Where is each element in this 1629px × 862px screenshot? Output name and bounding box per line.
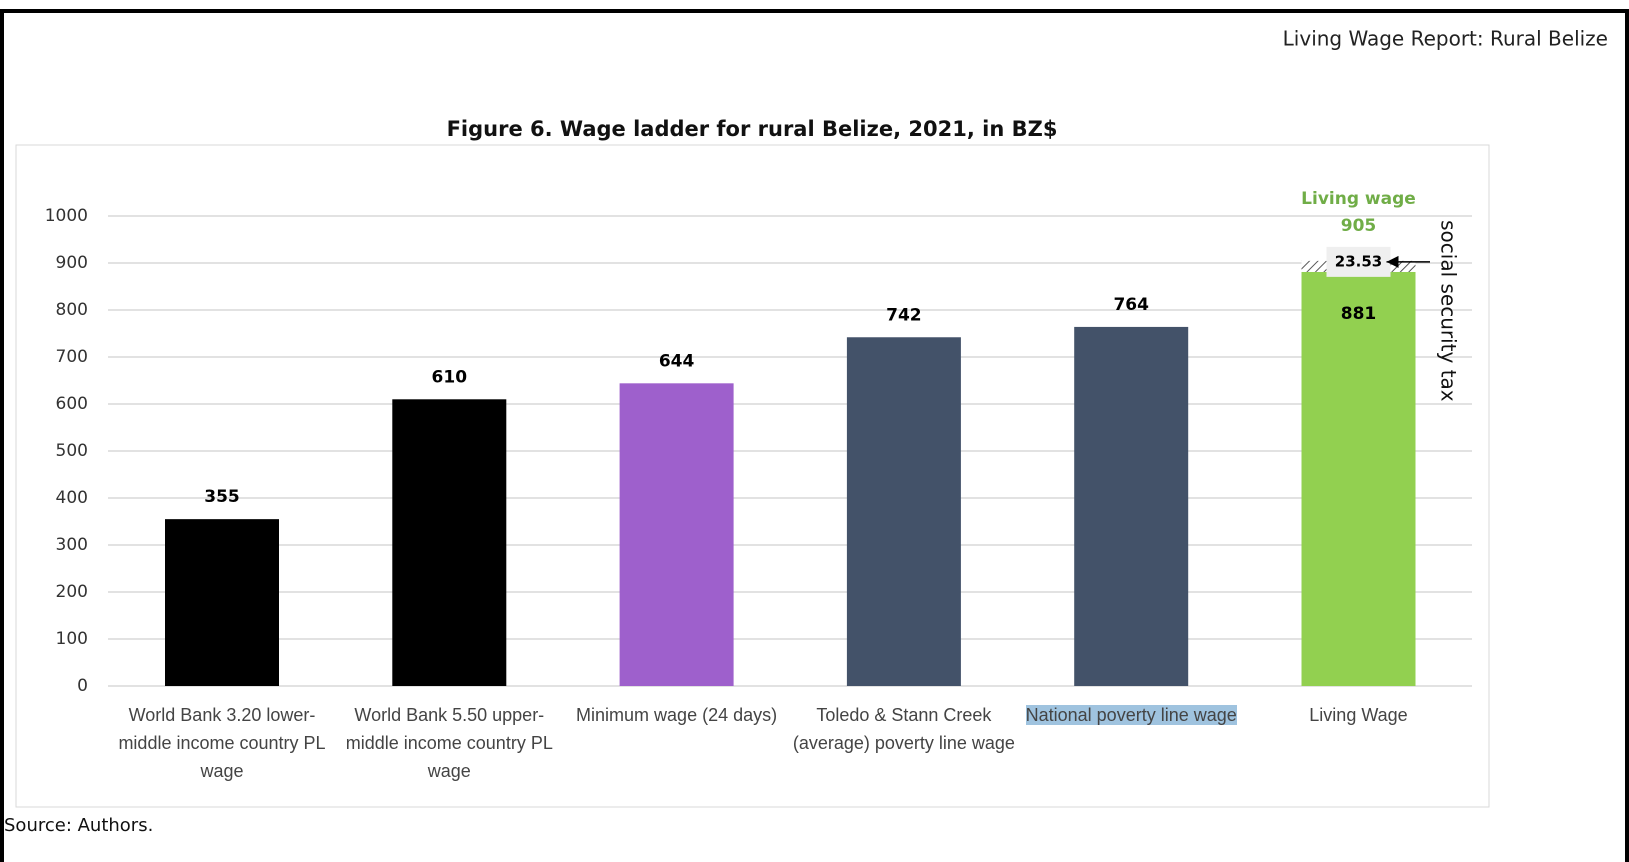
x-tick-label: World Bank 5.50 upper-middle income coun…	[345, 705, 553, 781]
segment-label: 23.53	[1335, 252, 1382, 270]
value-label: 742	[886, 305, 922, 325]
y-tick-label: 200	[56, 582, 88, 602]
bar	[1074, 326, 1189, 686]
y-tick-label: 300	[56, 535, 88, 555]
plot-frame	[15, 144, 1490, 808]
y-tick-label: 1000	[45, 206, 88, 226]
annotation-label: Living wage	[1301, 189, 1416, 209]
value-label: 610	[432, 367, 468, 387]
value-label: 355	[204, 487, 240, 507]
x-tick-label: Minimum wage (24 days)	[576, 705, 778, 725]
y-tick-label: 500	[56, 441, 88, 461]
y-tick-label: 900	[56, 253, 88, 273]
y-tick-label: 100	[56, 629, 88, 649]
bar	[1301, 271, 1416, 686]
arrow-head	[1386, 255, 1399, 268]
y-tick-label: 800	[56, 300, 88, 320]
series-label: social security tax	[1437, 220, 1461, 402]
value-label: 881	[1341, 304, 1377, 324]
y-tick-label: 0	[77, 676, 88, 696]
annotation-value: 905	[1341, 216, 1377, 236]
bar	[846, 337, 961, 686]
page-header: Living Wage Report: Rural Belize	[1283, 27, 1608, 51]
y-tick-label: 400	[56, 488, 88, 508]
bar	[392, 399, 507, 686]
x-tick-label: World Bank 3.20 lower-middle income coun…	[118, 705, 326, 781]
y-tick-label: 600	[56, 394, 88, 414]
bar	[165, 519, 279, 686]
x-tick-label: National poverty line wage	[1025, 705, 1237, 725]
segment-label-box	[1326, 246, 1391, 277]
y-tick-label: 700	[56, 347, 88, 367]
value-label: 644	[659, 351, 695, 371]
chart-title: Figure 6. Wage ladder for rural Belize, …	[447, 117, 1058, 141]
page-frame	[0, 9, 1629, 862]
value-label: 764	[1113, 295, 1149, 315]
bar	[619, 383, 734, 686]
source-note: Source: Authors.	[4, 815, 153, 836]
x-tick-label: Toledo & Stann Creek (average) poverty l…	[792, 705, 1015, 753]
x-tick-label: Living Wage	[1309, 705, 1408, 725]
